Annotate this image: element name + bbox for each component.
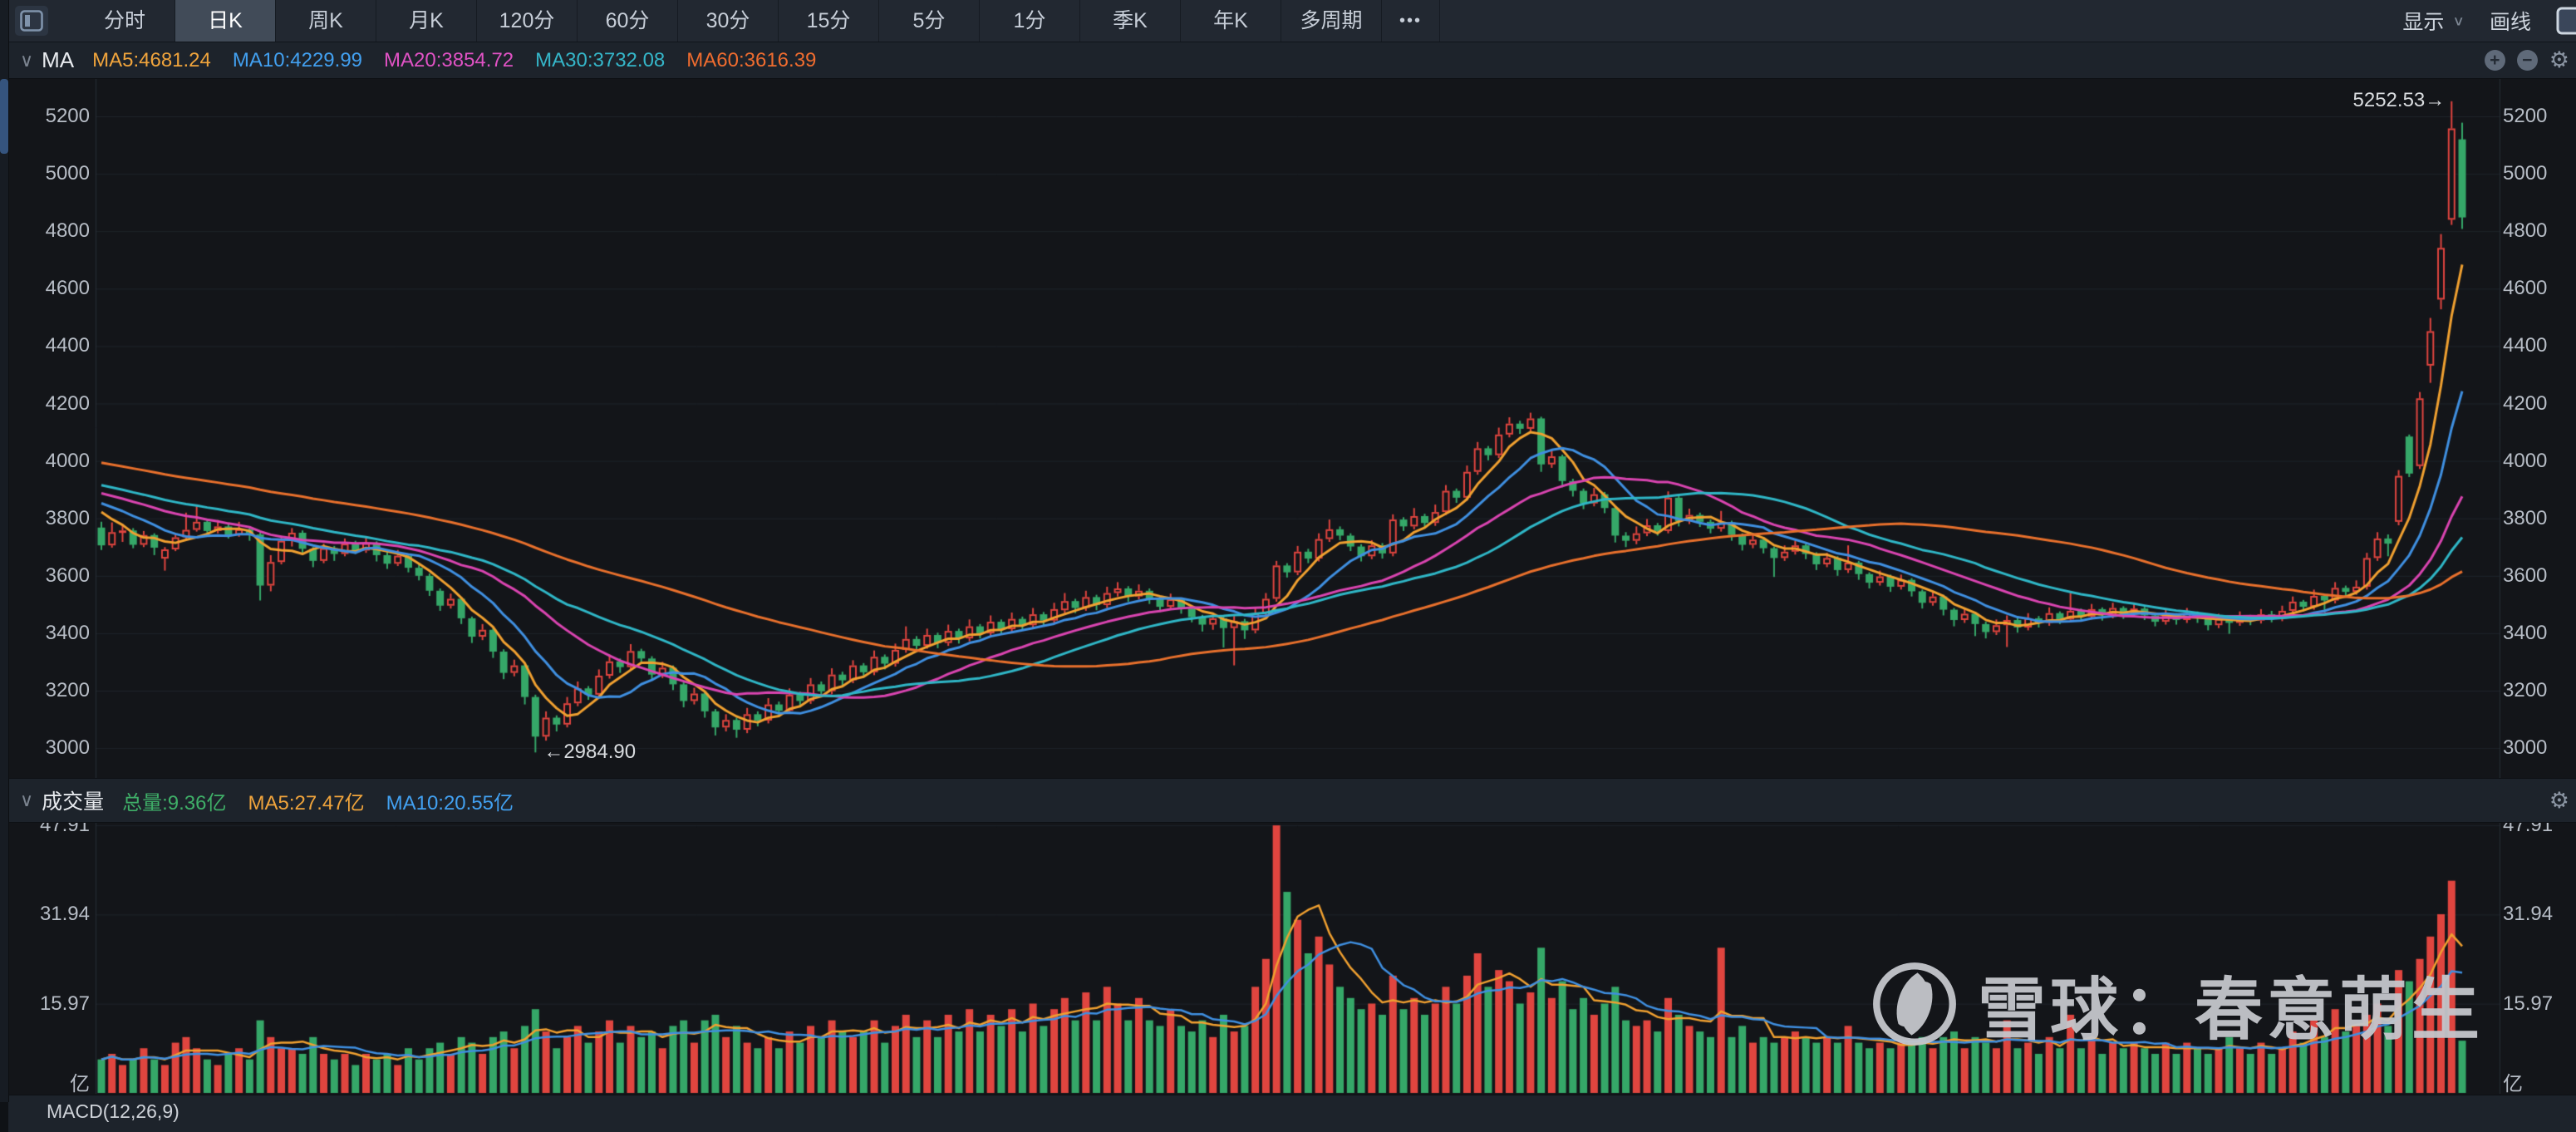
zoom-out-button[interactable]: −	[2516, 50, 2538, 71]
ma-legend-item-3: MA30:3732.08	[535, 48, 666, 71]
price-axis-label-r-10: 3200	[2503, 679, 2548, 701]
sidebar-toggle-icon[interactable]	[15, 6, 48, 36]
price-axis-label-l-0: 5200	[45, 105, 90, 127]
layout-panel-button[interactable]	[2556, 7, 2576, 35]
display-menu-button[interactable]: 显示 ∨	[2402, 6, 2465, 36]
price-axis-label-r-9: 3400	[2503, 621, 2548, 644]
ma-indicator-row: ∨ MA MA5:4681.24 MA10:4229.99 MA20:3854.72…	[8, 42, 2576, 79]
price-axis-label-r-8: 3600	[2503, 564, 2548, 587]
price-axis-label-r-6: 4000	[2503, 449, 2548, 472]
low-annotation: ←2984.90	[543, 741, 637, 764]
volume-row-icons: ⚙	[2549, 787, 2569, 813]
collapse-ma-chevron-icon[interactable]: ∨	[20, 49, 34, 71]
price-axis-label-l-3: 4600	[45, 277, 90, 300]
tab-9[interactable]: 1分	[980, 0, 1080, 42]
ma-legend-item-2: MA20:3854.72	[384, 48, 514, 71]
price-axis-label-l-1: 5000	[45, 162, 90, 185]
tab-8[interactable]: 5分	[879, 0, 980, 42]
price-axis-label-r-4: 4400	[2503, 334, 2548, 357]
tab-2[interactable]: 周K	[276, 0, 376, 42]
period-toolbar: 分时 日K 周K 月K 120分 60分 30分 15分 5分 1分 季K 年K 多周期 ••• 显示 ∨…	[8, 0, 2576, 42]
display-menu-label: 显示	[2402, 11, 2445, 34]
price-axis-label-l-10: 3200	[45, 679, 90, 701]
price-axis-label-l-2: 4800	[45, 219, 90, 243]
price-axis-label-l-5: 4200	[45, 391, 90, 415]
tab-10[interactable]: 季K	[1080, 0, 1181, 42]
volume-chart-area: 47.91 47.91 31.94 31.94 15.97 15.97 亿亿 雪球：春意萌生	[8, 814, 2576, 1095]
price-axis-label-r-5: 4200	[2503, 391, 2548, 415]
price-axis-label-r-0: 5200	[2503, 105, 2548, 127]
sidebar-scroll-indicator[interactable]	[0, 79, 8, 154]
tab-4[interactable]: 120分	[477, 0, 578, 42]
tab-0[interactable]: 分时	[75, 0, 175, 42]
draw-line-menu-button[interactable]: 画线	[2490, 6, 2531, 36]
volume-legend-item-0: 总量:9.36亿	[122, 791, 227, 815]
price-axis-label-l-7: 3800	[45, 506, 90, 529]
volume-axis-label-l-2: 15.97	[39, 992, 90, 1015]
tab-3[interactable]: 月K	[376, 0, 477, 42]
price-axis-label-r-1: 5000	[2503, 162, 2548, 185]
tab-1[interactable]: 日K	[175, 0, 276, 42]
price-axis-label-r-2: 4800	[2503, 219, 2548, 243]
volume-legend: 总量:9.36亿 MA5:27.47亿 MA10:20.55亿	[122, 786, 535, 815]
price-axis-label-r-7: 3800	[2503, 506, 2548, 529]
price-axis-label-l-9: 3400	[45, 621, 90, 644]
macd-indicator-row[interactable]: MACD(12,26,9)	[8, 1095, 2576, 1132]
ma-row-icons: + − ⚙	[2484, 47, 2569, 72]
tab-7[interactable]: 15分	[779, 0, 879, 42]
panel-left-icon	[20, 10, 43, 32]
collapse-volume-chevron-icon[interactable]: ∨	[20, 790, 34, 810]
volume-legend-item-2: MA10:20.55亿	[386, 791, 514, 815]
price-axis-label-l-11: 3000	[45, 736, 90, 760]
macd-row-title: MACD(12,26,9)	[47, 1100, 179, 1122]
zoom-in-button[interactable]: +	[2484, 50, 2505, 71]
volume-indicator-row: ∨ 成交量 总量:9.36亿 MA5:27.47亿 MA10:20.55亿 ⚙	[8, 778, 2576, 823]
ma-legend-item-1: MA10:4229.99	[232, 48, 363, 71]
tab-12[interactable]: 多周期	[1281, 0, 1382, 42]
price-axis-label-l-6: 4000	[45, 449, 90, 472]
volume-settings-gear-icon[interactable]: ⚙	[2549, 787, 2569, 813]
period-tabs: 分时 日K 周K 月K 120分 60分 30分 15分 5分 1分 季K 年K 多周期 •••	[75, 0, 1440, 42]
left-sidebar-strip[interactable]	[0, 0, 9, 1102]
price-axis-label-l-8: 3600	[45, 564, 90, 587]
price-axis-label-r-11: 3000	[2503, 736, 2548, 760]
price-axis-label-l-4: 4400	[45, 334, 90, 357]
volume-axis-label-l-1: 31.94	[39, 903, 90, 926]
volume-unit-label-r: 亿	[2503, 1073, 2523, 1095]
tab-more[interactable]: •••	[1382, 0, 1440, 42]
tab-11[interactable]: 年K	[1181, 0, 1281, 42]
ma-settings-gear-icon[interactable]: ⚙	[2549, 47, 2569, 72]
toolbar-right: 显示 ∨ 画线	[2402, 0, 2576, 42]
ma-row-title: MA	[42, 47, 75, 72]
draw-line-label: 画线	[2489, 11, 2531, 34]
price-axis-label-r-3: 4600	[2503, 277, 2548, 300]
chevron-down-icon: ∨	[2452, 13, 2465, 29]
tab-5[interactable]: 60分	[578, 0, 678, 42]
panel-right-icon	[2556, 7, 2576, 35]
volume-axis-label-r-2: 15.97	[2503, 992, 2554, 1015]
main-chart-area: 5200 5200 5000 5000 4800 4800 4600 4600 4400 4400…	[8, 77, 2576, 778]
volume-chart[interactable]	[8, 821, 2576, 1094]
volume-axis-label-r-1: 31.94	[2503, 903, 2554, 926]
candlestick-chart[interactable]	[8, 77, 2576, 778]
ma-legend-item-0: MA5:4681.24	[92, 48, 211, 71]
volume-unit-label-l: 亿	[70, 1073, 90, 1095]
tab-6[interactable]: 30分	[678, 0, 779, 42]
ma-legend-item-4: MA60:3616.39	[686, 48, 817, 71]
volume-legend-item-1: MA5:27.47亿	[248, 791, 365, 815]
high-annotation: 5252.53→	[2352, 88, 2446, 111]
volume-row-title: 成交量	[42, 790, 105, 814]
ma-legend: MA5:4681.24 MA10:4229.99 MA20:3854.72 MA30:…	[92, 49, 838, 72]
